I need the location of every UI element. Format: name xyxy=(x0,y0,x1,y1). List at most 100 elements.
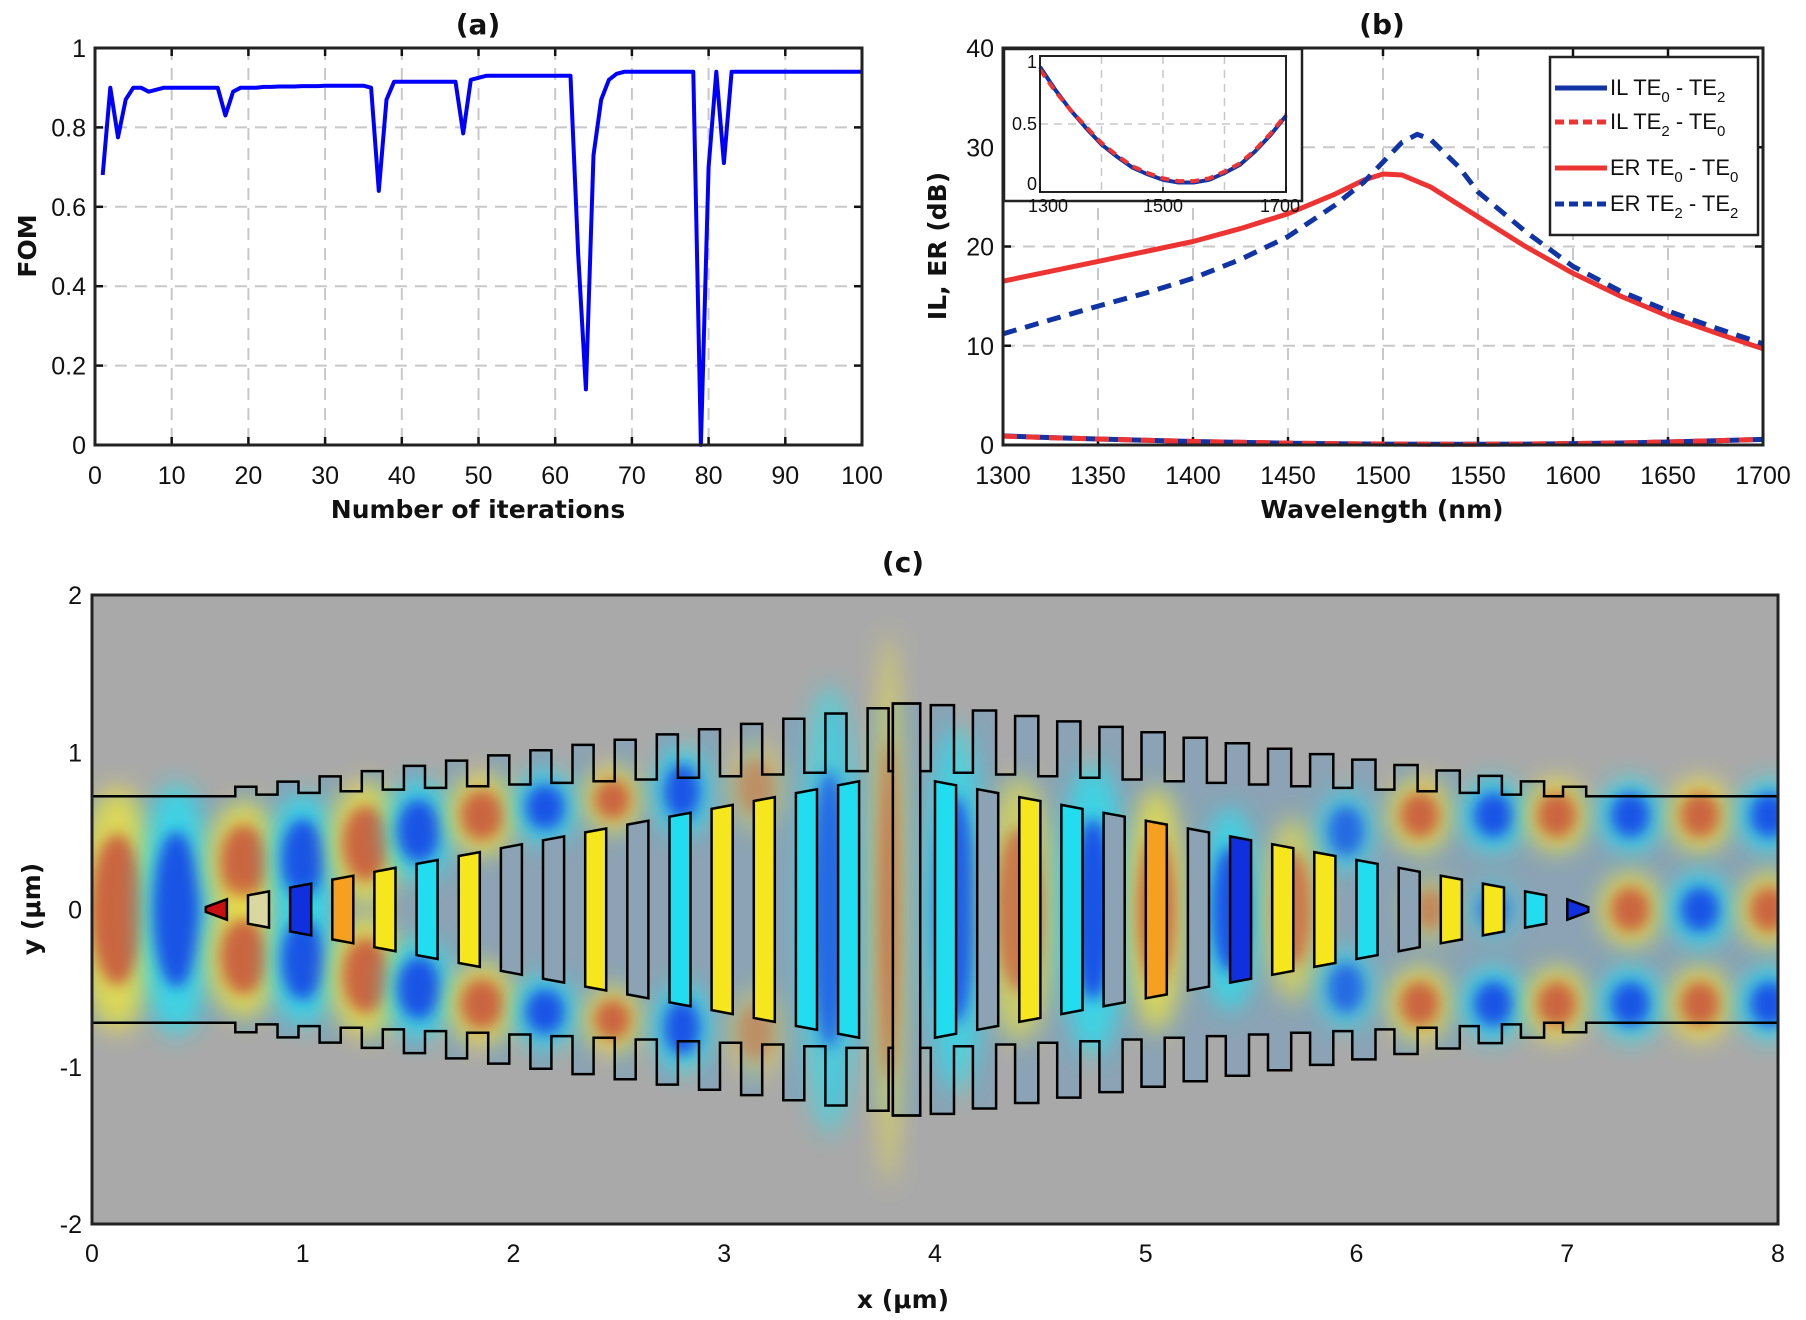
legend-entry-label: IL TE0 - TE2 xyxy=(1610,75,1725,106)
legend-text-part: ER TE xyxy=(1610,155,1674,180)
field-lobe-negative xyxy=(281,919,325,1001)
slot xyxy=(1313,850,1337,969)
y-tick-label: 40 xyxy=(966,35,994,63)
field-lobe-positive xyxy=(1749,886,1778,933)
inset-y-tick-label: 1 xyxy=(1027,52,1037,72)
legend-text-part: - TE xyxy=(1683,155,1730,180)
x-axis-label: Number of iterations xyxy=(331,495,625,524)
slot xyxy=(836,779,861,1040)
field-lobe-positive xyxy=(1537,792,1577,838)
legend-entry-label: ER TE2 - TE2 xyxy=(1610,191,1738,222)
y-tick-label: -2 xyxy=(60,1211,82,1239)
x-tick-label: 1350 xyxy=(1070,462,1126,490)
field-lobe-negative xyxy=(397,799,441,863)
y-tick-label: 10 xyxy=(966,333,994,361)
field-lobe-negative xyxy=(1680,886,1720,933)
axes-box xyxy=(93,46,864,447)
slot xyxy=(710,803,734,1016)
x-tick-label: 0 xyxy=(88,462,102,490)
slot xyxy=(1355,858,1379,961)
y-tick-label: 0.6 xyxy=(51,194,86,222)
field-lobe-positive xyxy=(879,739,898,1080)
panel-c-field-map: (c) 0 1 2 3 4 5 6 7 8 -2 -1 0 1 2 x (μm) y (μm) xyxy=(17,546,1785,1314)
slot xyxy=(541,834,566,985)
slot xyxy=(331,874,355,945)
legend-text-part: 2 xyxy=(1661,123,1669,140)
legend-entry-label: IL TE2 - TE0 xyxy=(1610,109,1725,140)
x-tick-label: 60 xyxy=(541,462,569,490)
panel-a-title: (a) xyxy=(456,8,501,41)
y-tick-label: 0.8 xyxy=(51,114,86,142)
field-lobe-negative xyxy=(1610,792,1651,838)
y-tick-label: 0.2 xyxy=(51,353,86,381)
panel-b-title: (b) xyxy=(1359,8,1405,41)
fom-line xyxy=(100,69,862,447)
y-tick-label: 0.4 xyxy=(51,273,86,301)
x-axis-label: x (μm) xyxy=(857,1285,949,1314)
x-tick-label: 1 xyxy=(296,1240,310,1268)
fom-series xyxy=(100,69,862,447)
field-lobe-positive xyxy=(594,999,631,1040)
x-tick-label: 1500 xyxy=(1355,462,1411,490)
field-lobe-positive xyxy=(1680,981,1720,1027)
panel-b-il-er-chart: (b) 1300 1350 1400 1450 1500 1550 1600 1650 1700… xyxy=(923,8,1791,524)
field-lobe-positive xyxy=(220,824,268,901)
x-tick-label: 30 xyxy=(311,462,339,490)
slot xyxy=(457,850,482,969)
field-lobe-positive xyxy=(220,918,268,995)
x-tick-label: 1600 xyxy=(1545,462,1601,490)
x-tick-label: 40 xyxy=(388,462,416,490)
field-lobe-negative xyxy=(1473,792,1514,838)
slot xyxy=(975,787,1000,1032)
field-lobe-negative xyxy=(1749,792,1778,838)
slot xyxy=(1186,826,1211,993)
field-lobe-positive xyxy=(1610,886,1651,933)
legend-text-part: 0 xyxy=(1717,123,1725,140)
slot xyxy=(933,779,958,1040)
x-axis-label: Wavelength (nm) xyxy=(1260,495,1503,524)
x-tick-label: 1550 xyxy=(1450,462,1506,490)
field-lobe-positive xyxy=(1400,792,1440,838)
x-tick-label: 70 xyxy=(618,462,646,490)
waveguide-upper-edge xyxy=(92,702,1778,798)
inset-x-tick-label: 1500 xyxy=(1143,196,1183,216)
slot xyxy=(415,858,439,961)
y-tick-label: -1 xyxy=(60,1054,82,1082)
legend-text-part: - TE xyxy=(1670,109,1717,134)
x-tick-label: 80 xyxy=(695,462,723,490)
axes-box xyxy=(90,593,1780,1226)
slot xyxy=(288,882,313,937)
inset-series-line-1 xyxy=(1038,68,1288,184)
field-lobe-positive xyxy=(342,805,390,882)
slot xyxy=(1018,795,1042,1024)
x-tick-label: 1400 xyxy=(1165,462,1221,490)
slot xyxy=(373,866,397,953)
y-tick-label: 20 xyxy=(966,234,994,262)
legend-text-part: 2 xyxy=(1674,205,1682,222)
field-lobe-negative xyxy=(1328,805,1364,857)
slot xyxy=(626,819,650,1000)
slot xyxy=(1270,842,1295,977)
legend-entry-label: ER TE0 - TE0 xyxy=(1610,155,1738,186)
field-lobe-negative xyxy=(1749,981,1778,1027)
slot xyxy=(752,795,777,1024)
waveguide-lower-edge xyxy=(92,1021,1778,1117)
field-lobe-negative xyxy=(1473,981,1514,1027)
field-lobe-positive xyxy=(1680,792,1720,838)
x-tick-label: 2 xyxy=(507,1240,521,1268)
x-tick-label: 100 xyxy=(841,462,883,490)
field-lobe-positive xyxy=(1414,889,1447,930)
y-tick-label: 0 xyxy=(68,897,82,925)
field-lobe-negative xyxy=(525,784,565,830)
field-lobe-negative xyxy=(664,763,701,820)
etched-slots xyxy=(204,702,1590,1117)
x-tick-label: 6 xyxy=(1350,1240,1364,1268)
field-lobe-positive xyxy=(342,937,390,1014)
x-tick-label: 1700 xyxy=(1735,462,1791,490)
slot xyxy=(1060,803,1084,1016)
slot xyxy=(668,811,692,1008)
slot xyxy=(794,787,819,1032)
slot xyxy=(1397,866,1421,953)
